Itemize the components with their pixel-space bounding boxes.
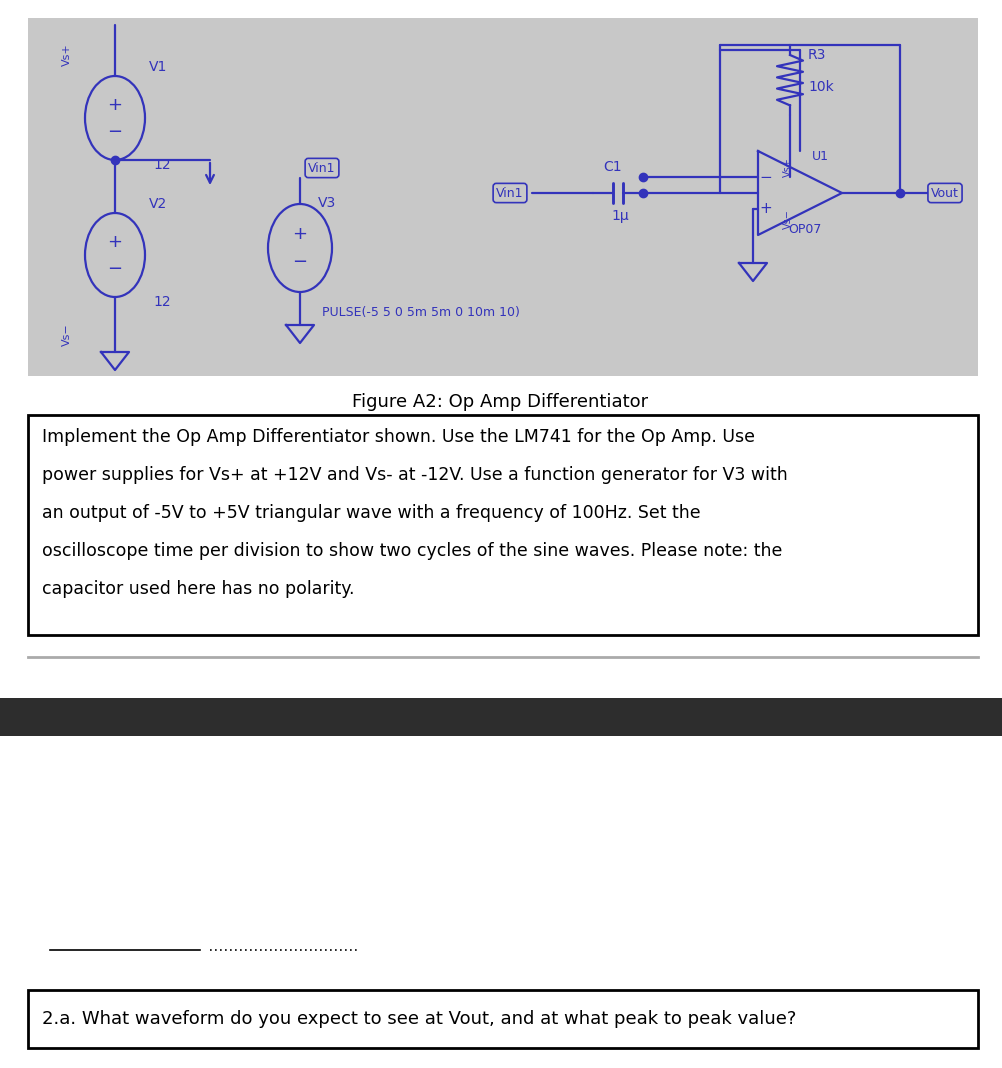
Text: an output of -5V to +5V triangular wave with a frequency of 100Hz. Set the: an output of -5V to +5V triangular wave …: [42, 504, 700, 522]
Text: V1: V1: [149, 60, 167, 74]
Text: OP07: OP07: [788, 222, 821, 236]
Text: U1: U1: [812, 150, 829, 162]
Text: capacitor used here has no polarity.: capacitor used here has no polarity.: [42, 580, 354, 598]
Text: 10k: 10k: [808, 80, 833, 94]
Text: V3: V3: [318, 197, 336, 210]
Text: 12: 12: [153, 158, 170, 172]
Text: PULSE(-5 5 0 5m 5m 0 10m 10): PULSE(-5 5 0 5m 5m 0 10m 10): [322, 305, 519, 318]
Text: 2.a. What waveform do you expect to see at Vout, and at what peak to peak value?: 2.a. What waveform do you expect to see …: [42, 1010, 796, 1028]
FancyBboxPatch shape: [0, 698, 1002, 736]
Text: Vs+: Vs+: [62, 44, 72, 66]
Text: R3: R3: [808, 48, 826, 62]
Text: Vout: Vout: [930, 187, 958, 200]
FancyBboxPatch shape: [28, 415, 977, 635]
Text: +: +: [107, 96, 122, 114]
Text: −: −: [759, 170, 772, 185]
Text: Vin1: Vin1: [308, 161, 336, 174]
Text: Figure A2: Op Amp Differentiator: Figure A2: Op Amp Differentiator: [352, 393, 647, 411]
Text: C1: C1: [602, 160, 621, 174]
Text: +: +: [293, 225, 308, 244]
Text: Vs−: Vs−: [62, 324, 72, 346]
Text: +: +: [107, 233, 122, 251]
Text: Vs−: Vs−: [783, 209, 793, 229]
Text: −: −: [107, 260, 122, 278]
FancyBboxPatch shape: [28, 18, 977, 376]
Text: −: −: [293, 253, 308, 271]
Text: +: +: [759, 202, 772, 217]
Text: 1μ: 1μ: [610, 209, 628, 223]
Text: Vin1: Vin1: [496, 187, 523, 200]
Text: Vs+: Vs+: [783, 157, 793, 177]
Text: power supplies for Vs+ at +12V and Vs- at -12V. Use a function generator for V3 : power supplies for Vs+ at +12V and Vs- a…: [42, 466, 787, 484]
Text: oscilloscope time per division to show two cycles of the sine waves. Please note: oscilloscope time per division to show t…: [42, 541, 782, 560]
Text: −: −: [107, 123, 122, 141]
Text: Implement the Op Amp Differentiator shown. Use the LM741 for the Op Amp. Use: Implement the Op Amp Differentiator show…: [42, 428, 755, 446]
FancyBboxPatch shape: [28, 990, 977, 1048]
Text: 12: 12: [153, 295, 170, 309]
Text: V2: V2: [149, 197, 167, 211]
